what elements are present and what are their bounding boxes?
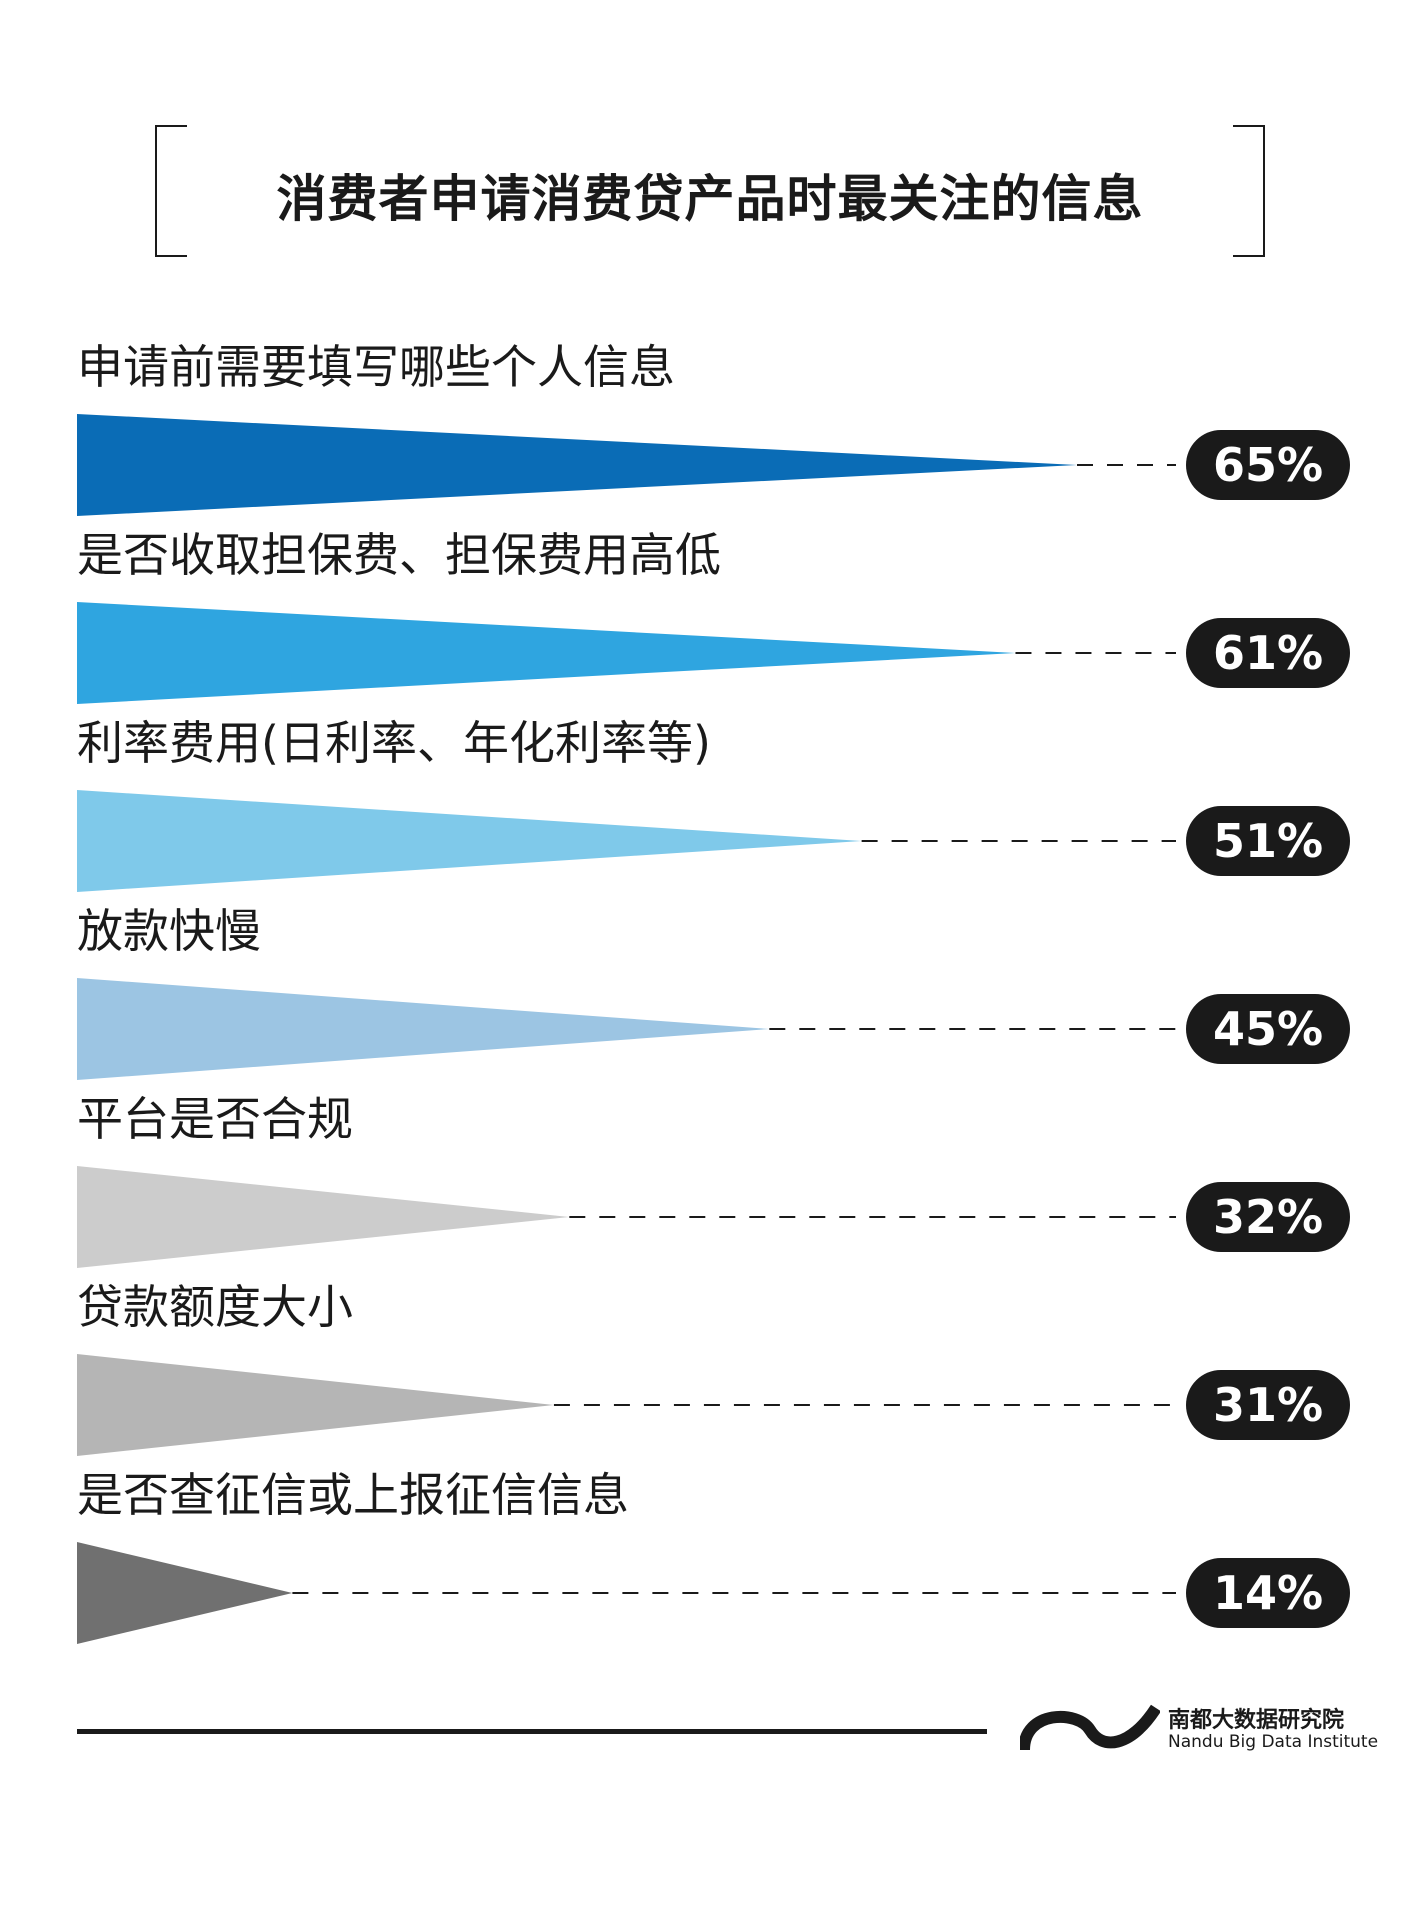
data-label: 32% <box>1213 1190 1323 1244</box>
wave-logo-icon <box>1020 1704 1160 1751</box>
data-label: 14% <box>1213 1566 1323 1620</box>
bar-wedge <box>77 1354 554 1456</box>
bar-wedge <box>77 790 862 892</box>
bar-wedge <box>77 978 770 1080</box>
data-label: 65% <box>1213 438 1323 492</box>
title-bracket-right <box>1233 125 1265 257</box>
value-badge <box>1186 806 1350 876</box>
chart-title: 消费者申请消费贷产品时最关注的信息 <box>276 170 1144 228</box>
data-label: 51% <box>1213 814 1323 868</box>
institute-logo: 南都大数据研究院 Nandu Big Data Institute <box>1020 1700 1380 1760</box>
title-frame: 消费者申请消费贷产品时最关注的信息 <box>155 125 1265 257</box>
category-label: 平台是否合规 <box>77 1092 353 1146</box>
value-badge <box>1186 1182 1350 1252</box>
bar-wedge <box>77 602 1016 704</box>
institute-name-cn: 南都大数据研究院 <box>1168 1708 1345 1733</box>
value-badge <box>1186 1558 1350 1628</box>
category-label: 放款快慢 <box>77 904 261 958</box>
bar-wedge <box>77 1542 293 1644</box>
bar-wedge <box>77 1166 570 1268</box>
category-label: 是否查征信或上报征信信息 <box>77 1468 629 1522</box>
data-label: 61% <box>1213 626 1323 680</box>
value-badge <box>1186 618 1350 688</box>
data-label: 45% <box>1213 1002 1323 1056</box>
footer-rule <box>77 1729 987 1734</box>
bar-wedge <box>77 414 1077 516</box>
title-bracket-left <box>155 125 187 257</box>
category-label: 申请前需要填写哪些个人信息 <box>77 340 675 394</box>
institute-name-en: Nandu Big Data Institute <box>1168 1732 1379 1752</box>
data-label: 31% <box>1213 1378 1323 1432</box>
value-badge <box>1186 430 1350 500</box>
category-label: 是否收取担保费、担保费用高低 <box>77 528 721 582</box>
category-label: 贷款额度大小 <box>77 1280 353 1334</box>
category-label: 利率费用(日利率、年化利率等) <box>77 716 711 770</box>
value-badge <box>1186 1370 1350 1440</box>
value-badge <box>1186 994 1350 1064</box>
